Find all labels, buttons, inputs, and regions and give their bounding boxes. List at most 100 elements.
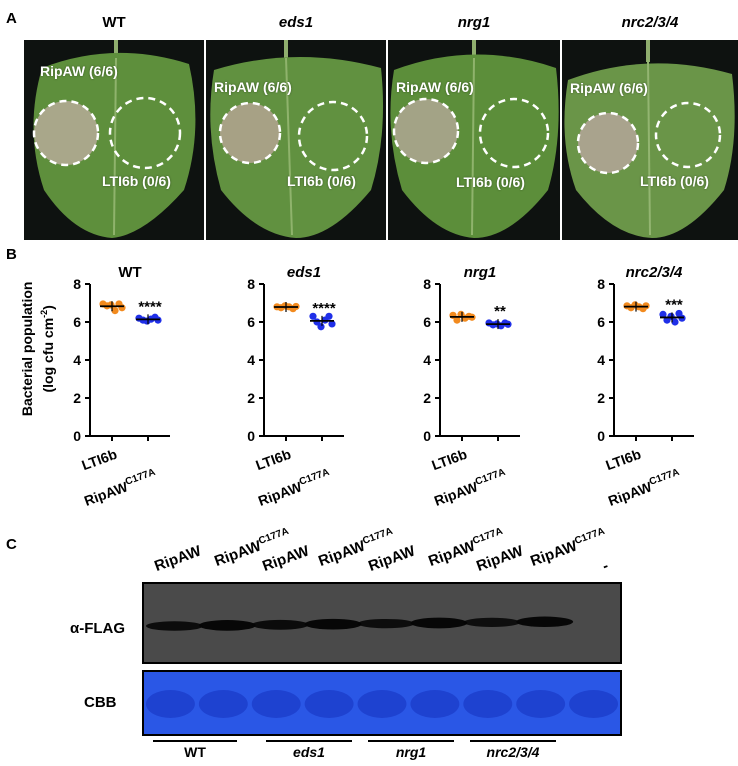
y-tick-label-2-0: 0 bbox=[423, 428, 431, 444]
y-tick-label-2-8: 8 bbox=[423, 276, 431, 292]
leaf-label-lti6b-nrc234: LTI6b (0/6) bbox=[640, 173, 709, 189]
genotype-label-nrg1: nrg1 bbox=[395, 744, 427, 760]
leaf-title-nrc234: nrc2/3/4 bbox=[621, 14, 679, 31]
genotype-line-wt bbox=[153, 740, 237, 742]
leaf-photo-nrc234 bbox=[562, 40, 738, 240]
genotype-line-nrc234 bbox=[470, 740, 556, 742]
lane-label-base-7: RipAW bbox=[528, 537, 580, 570]
y-tick-label-0-8: 8 bbox=[73, 276, 81, 292]
leaf-label-lti6b-wt: LTI6b (0/6) bbox=[102, 173, 171, 189]
x-label-ripaw-base-0: RipAW bbox=[82, 478, 131, 509]
data-point-0-0-5 bbox=[118, 304, 126, 312]
y-tick-label-0-2: 2 bbox=[73, 390, 81, 406]
x-label-ripaw-sup-0: C177A bbox=[124, 467, 157, 488]
y-tick-label-2-6: 6 bbox=[423, 314, 431, 330]
y-tick-label-3-2: 2 bbox=[597, 390, 605, 406]
y-tick-label-3-6: 6 bbox=[597, 314, 605, 330]
leaf-label-lti6b-nrg1: LTI6b (0/6) bbox=[456, 174, 525, 190]
significance-label-3: *** bbox=[665, 296, 683, 313]
x-label-ripaw-base-1: RipAW bbox=[256, 478, 305, 509]
genotype-line-nrg1 bbox=[368, 740, 454, 742]
y-tick-label-1-8: 8 bbox=[247, 276, 255, 292]
scatter-plots: 02468WT****LTI6bRipAWC177A02468eds1****L… bbox=[73, 264, 694, 509]
panel-letter-b: B bbox=[6, 246, 17, 263]
cbb-band-2 bbox=[251, 690, 301, 718]
cbb-band-1 bbox=[198, 690, 248, 718]
genotype-label-eds1: eds1 bbox=[293, 744, 325, 760]
cbb-band-7 bbox=[516, 690, 566, 718]
y-tick-label-2-4: 4 bbox=[423, 352, 431, 368]
significance-label-2: ** bbox=[494, 303, 506, 320]
flag-bands bbox=[146, 616, 574, 631]
y-tick-label-3-8: 8 bbox=[597, 276, 605, 292]
flag-band-3 bbox=[304, 618, 362, 630]
blot-label-cbb: CBB bbox=[84, 694, 117, 711]
plot-title-3: nrc2/3/4 bbox=[626, 264, 683, 281]
cbb-band-5 bbox=[410, 690, 460, 718]
lane-label-base-3: RipAW bbox=[316, 537, 368, 570]
x-label-ripaw-base-2: RipAW bbox=[432, 478, 481, 509]
data-point-3-1-0 bbox=[659, 310, 667, 318]
y-tick-label-1-0: 0 bbox=[247, 428, 255, 444]
leaf-label-lti6b-eds1: LTI6b (0/6) bbox=[287, 173, 356, 189]
leaf-photo-wt bbox=[24, 40, 204, 240]
x-label-ripaw-2: RipAWC177A bbox=[432, 467, 509, 509]
y-tick-label-1-2: 2 bbox=[247, 390, 255, 406]
genotype-line-eds1 bbox=[266, 740, 352, 742]
blot-label-flag: α-FLAG bbox=[70, 620, 126, 637]
panel-letter-c: C bbox=[6, 536, 17, 553]
y-tick-label-1-6: 6 bbox=[247, 314, 255, 330]
data-point-2-0-1 bbox=[453, 316, 461, 324]
leaf-title-eds1: eds1 bbox=[278, 14, 314, 31]
leaf-label-ripaw-wt: RipAW (6/6) bbox=[40, 63, 118, 79]
significance-label-1: **** bbox=[312, 300, 336, 317]
y-tick-label-2-2: 2 bbox=[423, 390, 431, 406]
x-label-lti6b-0: LTI6b bbox=[79, 446, 119, 473]
plot-title-1: eds1 bbox=[287, 264, 321, 281]
y-tick-label-0-0: 0 bbox=[73, 428, 81, 444]
flag-band-5 bbox=[410, 617, 468, 629]
x-label-ripaw-3: RipAWC177A bbox=[606, 467, 683, 509]
y-tick-label-3-4: 4 bbox=[597, 352, 605, 368]
cbb-band-3 bbox=[304, 690, 354, 718]
x-label-ripaw-1: RipAWC177A bbox=[256, 467, 333, 509]
lane-label-base-8: - bbox=[600, 557, 611, 575]
leaf-title-wt: WT bbox=[102, 14, 126, 31]
cbb-stain bbox=[142, 670, 622, 736]
flag-band-2 bbox=[251, 619, 309, 630]
lane-label-8: - bbox=[600, 557, 611, 575]
lane-label-0: RipAW bbox=[152, 542, 203, 575]
cbb-bands bbox=[146, 690, 618, 718]
data-point-1-1-0 bbox=[309, 312, 317, 320]
leaf-photo-eds1 bbox=[206, 40, 386, 240]
lane-label-base-1: RipAW bbox=[212, 537, 264, 570]
x-label-ripaw-sup-2: C177A bbox=[474, 467, 507, 488]
data-point-0-0-3 bbox=[111, 307, 119, 315]
leaf-label-ripaw-nrc234: RipAW (6/6) bbox=[570, 80, 648, 96]
leaf-title-nrg1: nrg1 bbox=[457, 14, 491, 31]
data-point-3-1-3 bbox=[671, 318, 679, 326]
lane-label-base-0: RipAW bbox=[152, 542, 204, 575]
cbb-band-0 bbox=[146, 690, 195, 718]
flag-band-0 bbox=[146, 621, 203, 631]
x-label-ripaw-sup-3: C177A bbox=[648, 467, 681, 488]
lane-label-base-5: RipAW bbox=[426, 537, 478, 570]
significance-label-0: **** bbox=[138, 298, 162, 315]
x-label-ripaw-sup-1: C177A bbox=[298, 467, 331, 488]
flag-band-4 bbox=[357, 618, 415, 629]
genotype-label-nrc234: nrc2/3/4 bbox=[486, 744, 540, 760]
leaf-label-ripaw-eds1: RipAW (6/6) bbox=[214, 79, 292, 95]
x-label-lti6b-2: LTI6b bbox=[429, 446, 469, 473]
flag-blot bbox=[142, 582, 622, 664]
x-label-ripaw-0: RipAWC177A bbox=[82, 467, 159, 509]
x-label-ripaw-base-3: RipAW bbox=[606, 478, 655, 509]
flag-band-1 bbox=[198, 620, 256, 631]
data-point-1-1-5 bbox=[328, 320, 336, 328]
leaf-photo-nrg1 bbox=[388, 40, 560, 240]
panel-letter-a: A bbox=[6, 10, 17, 27]
data-point-1-1-4 bbox=[325, 312, 333, 320]
genotype-label-wt: WT bbox=[184, 744, 206, 760]
y-tick-label-0-6: 6 bbox=[73, 314, 81, 330]
plot-title-0: WT bbox=[118, 264, 141, 281]
flag-band-7 bbox=[516, 616, 574, 628]
